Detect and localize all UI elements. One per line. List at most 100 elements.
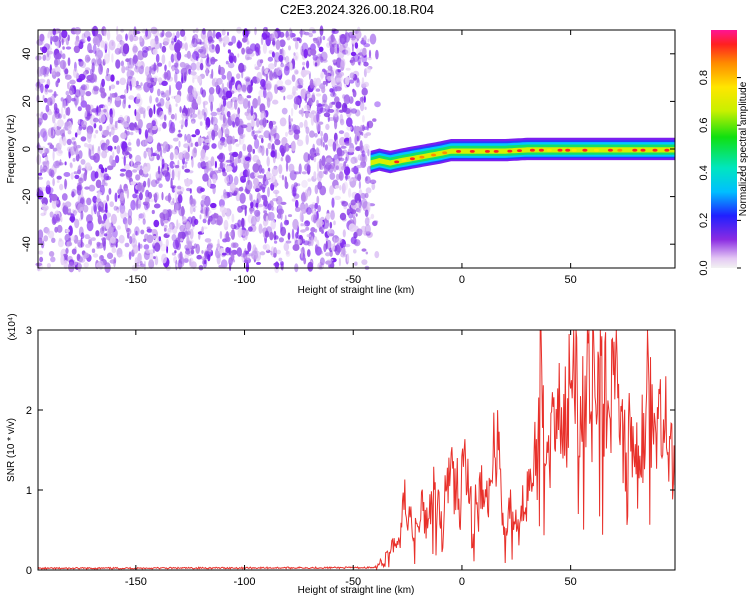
noise-blob [273,247,278,258]
noise-blob [284,143,290,152]
noise-blob [125,58,130,63]
noise-blob [148,252,154,263]
noise-blob [64,178,67,190]
noise-blob [361,87,368,96]
noise-blob [356,77,360,84]
noise-blob [345,76,350,86]
noise-blob [67,81,70,90]
noise-blob [38,146,43,154]
noise-blob [124,147,128,156]
noise-blob [335,165,339,171]
noise-blob [285,160,289,172]
noise-blob [211,116,214,125]
noise-blob [292,186,297,197]
noise-blob [195,61,201,71]
noise-blob [276,249,281,255]
noise-blob [105,202,108,214]
noise-blob [160,243,167,252]
noise-blob [128,104,131,109]
noise-blob [127,215,133,226]
noise-blob [311,92,315,102]
noise-blob [294,40,299,50]
noise-blob [119,77,127,86]
noise-blob [132,45,139,53]
noise-blob [91,205,94,217]
noise-blob [302,61,306,66]
noise-blob [285,131,288,137]
noise-blob [137,252,142,264]
noise-blob [128,95,135,100]
noise-blob [310,115,314,126]
noise-blob [153,219,160,228]
noise-blob [52,150,55,161]
noise-blob [330,92,337,98]
noise-blob [237,191,240,201]
noise-blob [191,121,195,125]
noise-blob [205,67,209,77]
noise-blob [147,162,151,172]
noise-blob [280,157,284,162]
noise-blob [168,60,171,68]
noise-blob [39,186,47,192]
noise-blob [267,56,274,62]
noise-blob [206,160,212,171]
noise-blob [230,229,235,240]
noise-blob [191,101,198,110]
noise-blob [371,182,376,190]
noise-blob [181,165,185,170]
noise-blob [356,228,363,237]
noise-blob [38,172,42,176]
noise-blob [138,242,141,252]
noise-blob [226,182,231,187]
noise-blob [130,70,135,76]
noise-blob [59,159,62,166]
noise-blob [284,176,288,185]
noise-blob [261,168,265,174]
noise-blob [257,147,263,154]
noise-blob [294,206,301,212]
noise-blob [189,43,194,49]
noise-blob [279,117,287,127]
noise-blob [61,193,68,201]
noise-blob [73,95,79,106]
noise-blob [308,32,314,38]
noise-blob [101,78,105,88]
noise-blob [205,251,212,258]
noise-blob [241,69,244,79]
noise-blob [160,90,165,95]
signal-peak [493,150,499,153]
noise-blob [155,97,159,103]
noise-blob [184,168,191,173]
noise-blob [217,140,224,150]
noise-blob [266,156,270,167]
noise-blob [200,203,204,214]
noise-blob [361,95,364,104]
noise-blob [135,198,142,209]
noise-blob [55,108,60,114]
noise-blob [303,257,307,265]
noise-blob [354,171,362,180]
noise-blob [143,150,147,159]
noise-blob [107,226,114,234]
noise-blob [37,118,43,125]
noise-blob [226,208,231,220]
noise-blob [309,130,315,138]
noise-blob [78,41,84,50]
noise-blob [319,35,322,44]
noise-blob [360,81,367,87]
noise-blob [203,39,206,50]
noise-blob [354,261,358,266]
noise-blob [138,64,145,75]
noise-blob [363,61,369,67]
noise-blob [91,248,96,253]
noise-blob [216,254,221,265]
noise-blob [334,118,338,130]
noise-blob [77,119,81,125]
noise-blob [169,43,176,51]
noise-blob [254,133,258,138]
noise-blob [200,148,206,160]
noise-blob [337,51,345,59]
noise-blob [66,138,72,146]
noise-blob [184,178,191,187]
noise-blob [208,93,214,104]
